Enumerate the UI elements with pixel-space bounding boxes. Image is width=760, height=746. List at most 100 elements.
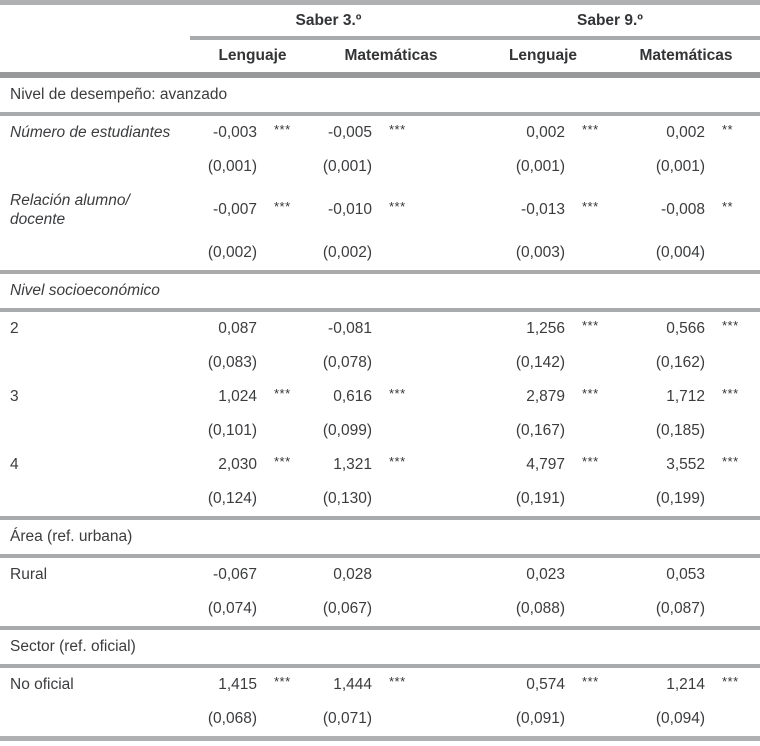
coefficient-value: 1,415 [218, 676, 257, 693]
coefficient-value: 0,002 [666, 124, 705, 141]
row-label: 4 [10, 456, 19, 474]
column-header-row: Lenguaje Matemáticas Lenguaje Matemática… [0, 40, 760, 72]
significance-stars: *** [722, 673, 739, 689]
standard-error-value: (0,002) [322, 244, 372, 261]
coefficient-value: 0,053 [666, 566, 705, 583]
standard-error-value: (0,001) [322, 158, 372, 175]
table-row-coefficients: 3 1,024 *** 0,616 *** 2,879 *** 1,712 *** [0, 380, 760, 414]
coefficient-value: -0,013 [521, 201, 565, 218]
standard-error-value: (0,001) [515, 158, 565, 175]
table-body: Nivel de desempeño: avanzado Número de es… [0, 78, 760, 741]
coefficient-value: -0,081 [328, 320, 372, 337]
standard-error-value: (0,003) [515, 244, 565, 261]
significance-stars: *** [722, 385, 739, 401]
standard-error-value: (0,074) [207, 600, 257, 617]
table-row-standard-errors: (0,101) (0,099) (0,167) (0,185) [0, 414, 760, 448]
coefficient-value: 1,024 [218, 388, 257, 405]
significance-stars: *** [274, 385, 291, 401]
column-header-matematicas-2: Matemáticas [639, 47, 733, 64]
standard-error-value: (0,094) [655, 710, 705, 727]
standard-error-value: (0,071) [322, 710, 372, 727]
standard-error-value: (0,191) [515, 490, 565, 507]
coefficient-value: 1,256 [526, 320, 565, 337]
coefficient-value: -0,007 [213, 201, 257, 218]
column-header-matematicas-1: Matemáticas [344, 47, 438, 64]
standard-error-value: (0,091) [515, 710, 565, 727]
table-row-coefficients: Número de estudiantes -0,003 *** -0,005 *** 0… [0, 116, 760, 150]
group-header-row: Saber 3.º Saber 9.º [0, 5, 760, 36]
coefficient-value: 1,214 [666, 676, 705, 693]
row-label: Rural [10, 566, 48, 584]
section-divider [0, 270, 760, 274]
row-label: 3 [10, 388, 19, 406]
table-row-coefficients: No oficial 1,415 *** 1,444 *** 0,574 *** 1,214 *… [0, 668, 760, 702]
standard-error-value: (0,124) [207, 490, 257, 507]
significance-stars: *** [722, 453, 739, 469]
standard-error-value: (0,162) [655, 354, 705, 371]
table-row-standard-errors: (0,068) (0,071) (0,091) (0,094) [0, 702, 760, 736]
section-divider [0, 554, 760, 558]
coefficient-value: 0,574 [526, 676, 565, 693]
standard-error-value: (0,078) [322, 354, 372, 371]
significance-stars: *** [274, 673, 291, 689]
significance-stars: *** [582, 453, 599, 469]
group-header-underline-row [0, 36, 760, 40]
table-row-standard-errors: (0,001) (0,001) (0,001) (0,001) [0, 150, 760, 184]
coefficient-value: 0,616 [333, 388, 372, 405]
coefficient-value: 1,321 [333, 456, 372, 473]
coefficient-value: 0,087 [218, 320, 257, 337]
standard-error-value: (0,002) [207, 244, 257, 261]
standard-error-value: (0,001) [207, 158, 257, 175]
significance-stars: *** [389, 121, 406, 137]
table-row-coefficients: 4 2,030 *** 1,321 *** 4,797 *** 3,552 *** [0, 448, 760, 482]
table-row-coefficients: Rural -0,067 0,028 0,023 0,053 [0, 558, 760, 592]
standard-error-value: (0,083) [207, 354, 257, 371]
standard-error-value: (0,130) [322, 490, 372, 507]
table-row-coefficients: 2 0,087 -0,081 1,256 *** 0,566 *** [0, 312, 760, 346]
coefficient-value: 2,030 [218, 456, 257, 473]
coefficient-value: 1,444 [333, 676, 372, 693]
significance-stars: *** [722, 317, 739, 333]
header-rule [0, 72, 760, 78]
column-header-lenguaje-1: Lenguaje [218, 47, 287, 64]
row-label: 2 [10, 320, 19, 338]
coefficient-value: -0,010 [328, 201, 372, 218]
standard-error-value: (0,004) [655, 244, 705, 261]
coefficient-value: 0,566 [666, 320, 705, 337]
section-divider [0, 308, 760, 312]
standard-error-value: (0,088) [515, 600, 565, 617]
coefficient-value: 3,552 [666, 456, 705, 473]
coefficient-value: 4,797 [526, 456, 565, 473]
table-row-standard-errors: (0,002) (0,002) (0,003) (0,004) [0, 236, 760, 270]
significance-stars: ** [722, 121, 734, 137]
group-header-saber-9: Saber 9.º [577, 11, 643, 29]
significance-stars: *** [389, 673, 406, 689]
standard-error-value: (0,142) [515, 354, 565, 371]
coefficient-value: -0,003 [213, 124, 257, 141]
section-title: Sector (ref. oficial) [10, 638, 136, 655]
significance-stars: ** [722, 198, 734, 214]
significance-stars: *** [582, 317, 599, 333]
standard-error-value: (0,068) [207, 710, 257, 727]
significance-stars: *** [389, 198, 406, 214]
coefficient-value: 0,023 [526, 566, 565, 583]
table-row-standard-errors: (0,124) (0,130) (0,191) (0,199) [0, 482, 760, 516]
coefficient-value: 0,028 [333, 566, 372, 583]
coefficient-value: 0,002 [526, 124, 565, 141]
coefficient-value: -0,067 [213, 566, 257, 583]
section-title: Área (ref. urbana) [10, 528, 133, 545]
group-header-underline [190, 36, 760, 40]
significance-stars: *** [582, 198, 599, 214]
standard-error-value: (0,067) [322, 600, 372, 617]
section-divider [0, 664, 760, 668]
significance-stars: *** [274, 453, 291, 469]
standard-error-value: (0,167) [515, 422, 565, 439]
coefficient-value: 1,712 [666, 388, 705, 405]
significance-stars: *** [389, 385, 406, 401]
section-divider [0, 516, 760, 520]
significance-stars: *** [274, 198, 291, 214]
significance-stars: *** [389, 453, 406, 469]
significance-stars: *** [274, 121, 291, 137]
column-header-lenguaje-2: Lenguaje [508, 47, 578, 64]
